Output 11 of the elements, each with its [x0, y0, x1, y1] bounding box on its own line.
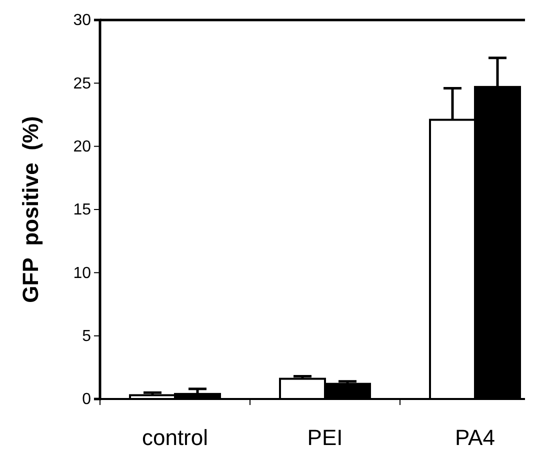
y-tick-label: 0 [82, 391, 92, 408]
y-tick-label: 10 [73, 264, 92, 282]
y-tick-label: 20 [73, 138, 92, 156]
x-tick-label: PA4 [455, 425, 495, 450]
x-tick-label: control [142, 425, 208, 450]
y-tick-label: 5 [82, 328, 92, 345]
y-axis-title: GFP positive (%) [18, 116, 43, 303]
x-tick-label: PEI [307, 425, 343, 450]
y-tick-label: 30 [73, 12, 92, 30]
y-tick-label: 15 [73, 202, 92, 219]
y-tick-label: 25 [73, 75, 92, 92]
